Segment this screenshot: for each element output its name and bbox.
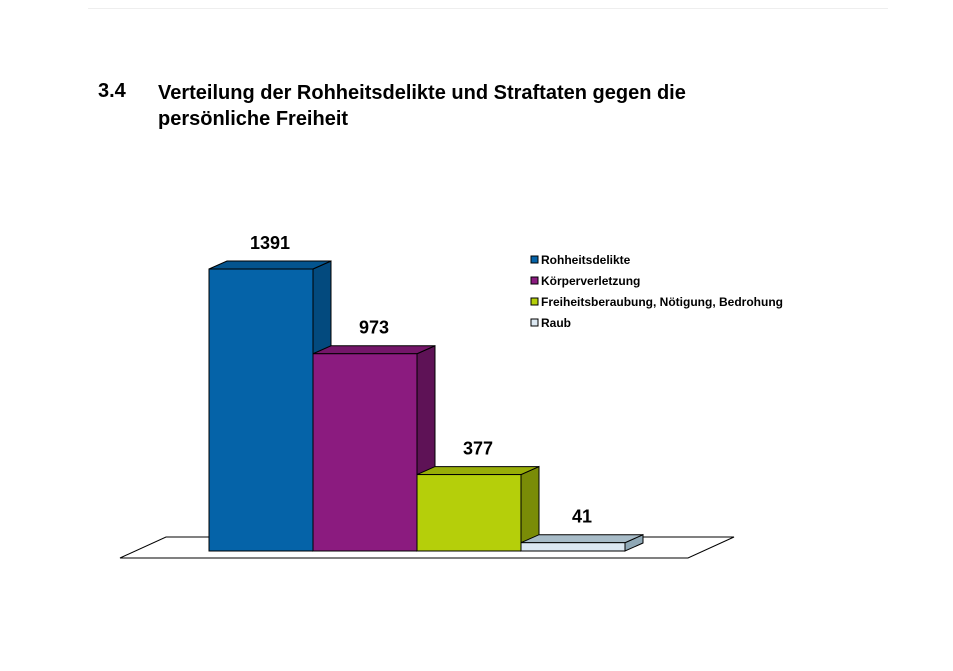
legend-swatch-rohheitsdelikte [530,255,539,264]
top-rule [88,8,888,9]
section-title-line-1: Verteilung der Rohheitsdelikte und Straf… [158,82,686,104]
bar-top-freiheitsberaubung-notigung-bedrohung [416,466,540,476]
bar-raub [520,533,644,552]
data-label-rohheitsdelikte: 1391 [250,233,290,253]
legend-item-rohheitsdelikte: Rohheitsdelikte [530,253,631,267]
data-label-freiheitsberaubung-notigung-bedrohung: 377 [463,439,493,459]
bar-front-korperverletzung [312,353,418,552]
legend-label-korperverletzung: Körperverletzung [541,274,640,288]
bar-rohheitsdelikte [208,260,332,552]
legend-label-raub: Raub [541,316,571,330]
bar-top-raub [520,534,644,544]
legend-swatch-raub [530,318,539,327]
bar-korperverletzung [312,344,436,552]
bar-front-raub [520,542,626,552]
legend-item-freiheitsberaubung-notigung-bedrohung: Freiheitsberaubung, Nötigung, Bedrohung [530,295,783,309]
bar-front-rohheitsdelikte [208,268,314,552]
section-title: Verteilung der Rohheitsdelikte und Straf… [158,80,858,132]
bar-front-freiheitsberaubung-notigung-bedrohung [416,474,522,552]
legend-item-korperverletzung: Körperverletzung [530,274,640,288]
bar-top-rohheitsdelikte [208,260,332,270]
legend-swatch-freiheitsberaubung-notigung-bedrohung [530,297,539,306]
section-number: 3.4 [98,80,126,102]
legend-swatch-korperverletzung [530,276,539,285]
legend-label-freiheitsberaubung-notigung-bedrohung: Freiheitsberaubung, Nötigung, Bedrohung [541,295,783,309]
legend-label-rohheitsdelikte: Rohheitsdelikte [541,253,631,267]
bar-freiheitsberaubung-notigung-bedrohung [416,465,540,552]
legend-item-raub: Raub [530,316,571,330]
legend: Rohheitsdelikte Körperverletzung Freiheits… [530,253,783,330]
data-label-raub: 41 [572,507,592,527]
bars: 1391 973 377 41 [208,233,644,552]
section-title-line-2: persönliche Freiheit [158,108,349,130]
bar-top-korperverletzung [312,345,436,355]
data-label-korperverletzung: 973 [359,318,389,338]
